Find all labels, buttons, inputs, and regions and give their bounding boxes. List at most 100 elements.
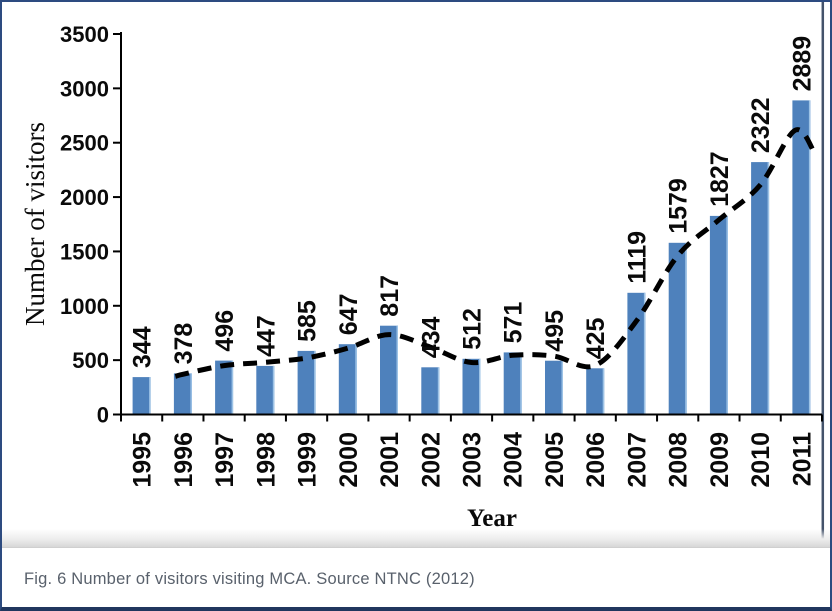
bar-value-label-2005: 495 [541, 310, 569, 352]
x-tick-label-2000: 2000 [335, 432, 363, 488]
x-tick-label-2009: 2009 [706, 432, 734, 488]
bar-value-label-2001: 817 [376, 275, 404, 317]
bar-group-2003 [462, 358, 481, 415]
y-tick-label-1500: 1500 [60, 239, 109, 264]
bar-2000 [338, 344, 357, 415]
bar-2007 [627, 292, 646, 415]
bar-highlight-edge [808, 100, 811, 415]
bar-value-label-1998: 447 [252, 315, 280, 357]
y-axis-title: Number of visitors [20, 122, 50, 326]
x-tick-label-1997: 1997 [211, 432, 239, 488]
x-axis-title: Year [467, 505, 517, 532]
y-tick-label-3000: 3000 [60, 76, 109, 101]
bar-2011 [792, 100, 811, 415]
x-tick-label-1995: 1995 [129, 432, 157, 488]
bar-value-label-2004: 571 [500, 302, 528, 344]
x-tick-label-2005: 2005 [541, 432, 569, 488]
bar-group-2001 [380, 325, 398, 415]
bar-2001 [380, 325, 398, 415]
bar-highlight-edge [355, 344, 357, 415]
bar-1999 [297, 350, 316, 415]
y-tick-label-500: 500 [72, 348, 109, 373]
bar-value-label-2003: 512 [459, 308, 487, 350]
bar-highlight-edge [314, 350, 316, 415]
bar-2009 [709, 215, 728, 415]
bar-1998 [256, 365, 275, 415]
bar-2005 [545, 360, 563, 415]
figure-caption: Fig. 6 Number of visitors visiting MCA. … [24, 570, 475, 588]
bar-1996 [173, 373, 192, 415]
bar-highlight-edge [602, 368, 605, 415]
bar-2006 [586, 368, 605, 415]
x-tick-label-2007: 2007 [623, 432, 651, 488]
x-tick-label-2001: 2001 [376, 432, 404, 488]
bar-value-label-2007: 1119 [623, 231, 651, 284]
bar-value-label-2008: 1579 [665, 178, 693, 234]
bar-value-label-2011: 2889 [788, 36, 816, 92]
bar-group-1997 [215, 360, 234, 415]
x-tick-label-2006: 2006 [582, 432, 610, 488]
bar-group-2010 [751, 162, 770, 415]
y-tick-label-3500: 3500 [60, 22, 109, 47]
bar-value-label-2006: 425 [582, 317, 610, 359]
bar-highlight-edge [685, 242, 687, 415]
bar-value-label-2009: 1827 [706, 151, 734, 207]
bar-group-1995 [132, 377, 151, 415]
bar-group-1996 [173, 373, 192, 415]
bar-group-2002 [421, 367, 440, 415]
x-tick-label-1996: 1996 [170, 432, 198, 488]
bar-2003 [462, 358, 481, 415]
bar-highlight-edge [520, 352, 522, 415]
bar-value-label-2000: 647 [335, 293, 363, 335]
x-tick-label-1998: 1998 [252, 432, 280, 488]
bar-value-label-1997: 496 [211, 310, 239, 352]
bar-highlight-edge [767, 162, 770, 415]
bar-value-label-2010: 2322 [747, 97, 775, 153]
card-shadow-divider [2, 529, 830, 548]
bar-group-2006 [586, 368, 605, 415]
x-tick-label-2008: 2008 [665, 432, 693, 488]
bar-group-1998 [256, 365, 275, 415]
bar-value-label-2002: 434 [417, 316, 445, 358]
bar-group-2005 [545, 360, 563, 415]
x-tick-label-2011: 2011 [788, 432, 816, 486]
bar-highlight-edge [479, 358, 481, 415]
bar-2002 [421, 367, 440, 415]
x-tick-label-1999: 1999 [294, 432, 322, 488]
bar-1995 [132, 377, 151, 415]
y-tick-label-1000: 1000 [60, 294, 109, 319]
bar-value-label-1995: 344 [129, 326, 157, 368]
bar-group-2011 [792, 100, 811, 415]
bar-value-label-1999: 585 [294, 300, 322, 342]
bar-highlight-edge [561, 360, 563, 415]
x-tick-label-2002: 2002 [417, 432, 445, 488]
bar-group-2008 [668, 242, 687, 415]
y-tick-label-0: 0 [97, 403, 109, 428]
bar-group-2007 [627, 292, 646, 415]
bar-highlight-edge [396, 325, 398, 415]
bar-group-2004 [503, 352, 522, 415]
bar-2008 [668, 242, 687, 415]
bar-group-1999 [297, 350, 316, 415]
bar-highlight-edge [726, 215, 728, 415]
trendline-dashed [174, 127, 818, 379]
bar-highlight-edge [437, 367, 440, 415]
bar-highlight-edge [190, 373, 192, 415]
visitors-bar-chart: 344 378 496 447 585 647 817 434 512 571 495 425 1119… [20, 2, 825, 539]
x-tick-label-2010: 2010 [747, 432, 775, 488]
bar-group-2009 [709, 215, 728, 415]
x-tick-label-2003: 2003 [459, 432, 487, 488]
bar-1997 [215, 360, 234, 415]
x-tick-label-2004: 2004 [500, 432, 528, 488]
y-tick-label-2500: 2500 [60, 131, 109, 156]
bar-2004 [503, 352, 522, 415]
y-tick-label-2000: 2000 [60, 185, 109, 210]
bar-highlight-edge [272, 365, 275, 415]
bar-value-label-1996: 378 [170, 323, 198, 365]
bar-highlight-edge [231, 360, 234, 415]
bar-2010 [751, 162, 770, 415]
bar-highlight-edge [643, 292, 646, 415]
bar-highlight-edge [149, 377, 151, 415]
bar-group-2000 [338, 344, 357, 415]
